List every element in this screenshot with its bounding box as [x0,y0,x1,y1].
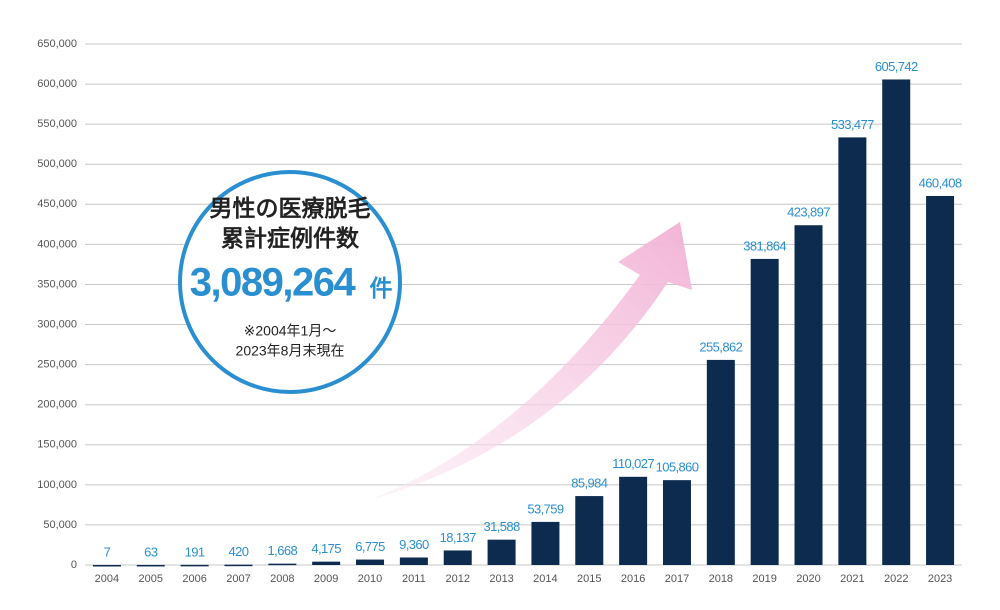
bar [531,521,560,565]
y-tick-label: 0 [71,559,77,571]
value-label: 105,860 [656,460,699,475]
value-label: 381,864 [743,238,786,253]
bar [662,480,691,565]
value-label: 533,477 [831,117,874,132]
value-label: 85,984 [571,476,608,491]
value-label: 9,360 [399,537,429,552]
value-label: 1,668 [268,543,298,558]
value-label: 18,137 [440,530,477,545]
y-tick-label: 200,000 [37,399,77,411]
trend-arrow [370,222,692,500]
bar [794,225,823,565]
bar [399,557,428,565]
x-tick-label: 2016 [621,573,645,585]
bar [706,359,735,565]
summary-circle [178,170,402,394]
annotation-unit: 件 [370,275,393,301]
x-tick-label: 2004 [95,573,119,585]
bar [750,258,779,565]
x-tick-label: 2005 [139,573,163,585]
bar [268,563,297,566]
y-tick-label: 600,000 [37,78,77,90]
bar [575,496,604,565]
bar [356,559,385,565]
y-tick-label: 100,000 [37,479,77,491]
value-label: 420 [229,544,249,559]
x-tick-label: 2017 [665,573,689,585]
y-tick-label: 550,000 [37,118,77,130]
x-tick-label: 2006 [182,573,206,585]
bar [92,564,121,567]
bar [443,550,472,565]
x-tick-label: 2022 [884,573,908,585]
y-tick-label: 350,000 [37,278,77,290]
bar [882,79,911,565]
value-label: 7 [104,544,111,559]
y-tick-label: 650,000 [37,38,77,50]
y-tick-label: 300,000 [37,318,77,330]
value-label: 255,862 [699,339,742,354]
annotation-total: 3,089,264 [190,261,357,305]
y-tick-label: 500,000 [37,158,77,170]
y-tick-label: 250,000 [37,359,77,371]
bar [619,476,648,565]
bar [312,561,341,565]
x-tick-label: 2019 [752,573,776,585]
value-label: 191 [185,544,205,559]
grid: 0 50,000 100,000 150,000 200,000 250,000 300,0… [37,38,962,571]
bar [487,539,516,565]
value-label: 460,408 [919,175,962,190]
value-label: 110,027 [612,456,654,471]
value-label: 31,588 [483,519,520,534]
x-tick-label: 2009 [314,573,338,585]
x-tick-label: 2015 [577,573,601,585]
value-label: 4,175 [311,541,341,556]
y-tick-label: 450,000 [37,198,77,210]
x-tick-label: 2011 [402,573,426,585]
bar [926,195,955,566]
x-tick-label: 2021 [840,573,864,585]
x-tick-label: 2014 [533,573,557,585]
x-tick-label: 2018 [709,573,733,585]
x-tick-label: 2008 [270,573,294,585]
x-tick-label: 2013 [489,573,513,585]
value-label: 53,759 [527,501,564,516]
bars: 2004 7 2005 63 2006 191 2007 420 2008 1,668 2009 4,… [92,59,962,585]
bar [180,564,209,567]
value-label: 605,742 [875,59,918,74]
value-label: 6,775 [355,539,385,554]
bar [224,564,253,567]
annotation-heading: 累計症例件数 [221,225,360,251]
x-tick-label: 2020 [796,573,820,585]
x-tick-label: 2023 [928,573,952,585]
x-tick-label: 2012 [445,573,469,585]
value-label: 63 [144,544,158,559]
bar [838,137,867,566]
y-tick-label: 400,000 [37,238,77,250]
y-tick-label: 50,000 [43,519,77,531]
annotation-heading: 男性の医療脱毛 [210,195,371,221]
annotation-note: 2023年8月末現在 [236,343,345,359]
annotation-note: ※2004年1月～ [244,323,337,339]
bar [136,564,165,567]
x-tick-label: 2007 [226,573,250,585]
value-label: 423,897 [787,205,830,220]
y-tick-label: 150,000 [37,439,77,451]
x-tick-label: 2010 [358,573,382,585]
